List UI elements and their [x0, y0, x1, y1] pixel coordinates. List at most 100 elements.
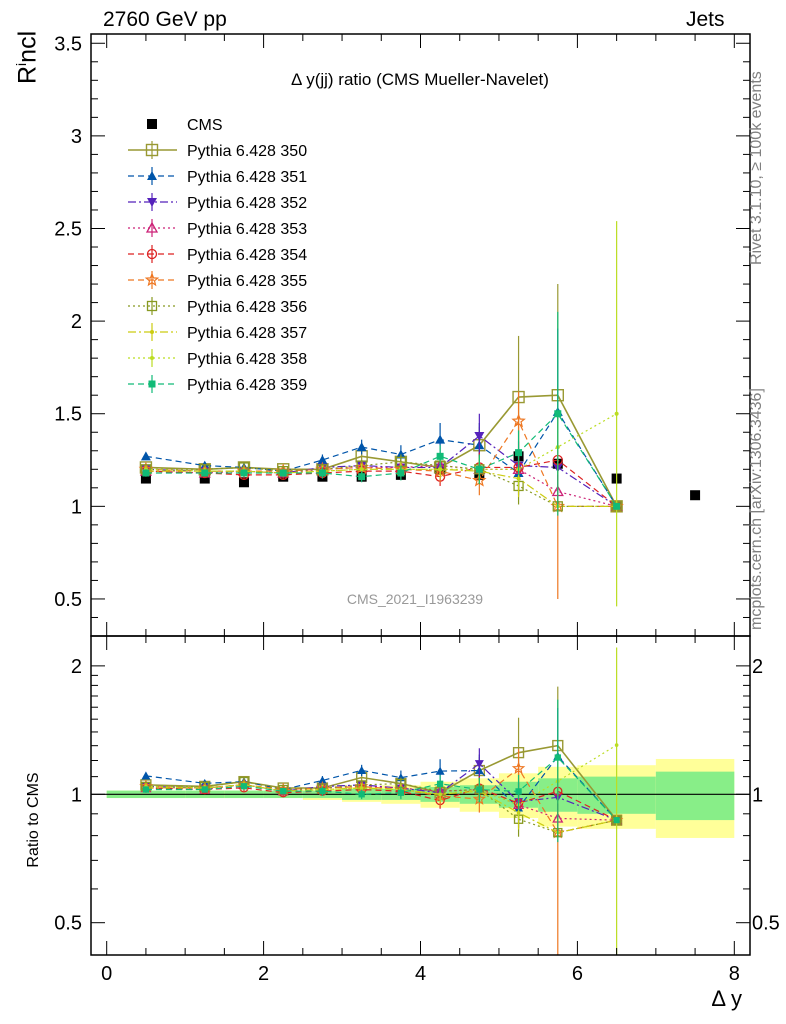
legend-marker — [144, 272, 160, 287]
legend-marker — [147, 119, 157, 129]
series-line — [145, 413, 617, 474]
legend-label: Pythia 6.428 359 — [187, 377, 307, 394]
data-point — [201, 469, 209, 477]
ratio-point — [435, 766, 445, 775]
ratio-point — [474, 760, 484, 769]
data-point — [140, 473, 151, 484]
legend-entry: Pythia 6.428 353 — [128, 219, 307, 238]
x-axis-label: Δ y — [711, 986, 742, 1011]
ratio-point — [614, 743, 619, 747]
data-point — [435, 434, 446, 444]
legend: CMS Pythia 6.428 350 Pythia 6.428 351 Pythi… — [128, 117, 307, 394]
series-line — [145, 461, 617, 507]
data-point — [358, 473, 366, 481]
data-point — [438, 467, 443, 472]
legend-label: Pythia 6.428 352 — [187, 195, 307, 212]
ratio-point — [357, 765, 367, 774]
data-point — [613, 502, 621, 510]
legend-marker — [145, 143, 159, 157]
data-point — [359, 467, 364, 472]
x-tick-label: 2 — [258, 963, 269, 985]
ratio-series-line — [145, 744, 617, 806]
legend-marker — [148, 380, 156, 388]
mcplots-reference-label: mcplots.cern.ch [arXiv:1306.3436] — [748, 388, 765, 630]
legend-label: Pythia 6.428 357 — [187, 325, 307, 342]
header-energy-label: 2760 GeV pp — [103, 8, 227, 31]
legend-marker — [150, 330, 154, 334]
y-tick-label: 1.5 — [54, 404, 82, 426]
ratio-point — [613, 817, 620, 824]
chart-title: Δ y(jj) ratio (CMS Mueller-Navelet) — [291, 70, 549, 89]
ratio-point — [358, 791, 365, 798]
ratio-y-tick-label: 0.5 — [54, 913, 82, 935]
ratio-point — [359, 786, 364, 790]
band-inner-bin — [655, 771, 735, 821]
legend-marker — [146, 300, 158, 312]
data-point — [397, 469, 405, 477]
data-point — [475, 465, 483, 473]
y-tick-label: 0.5 — [54, 589, 82, 611]
rivet-version-label: Rivet 3.1.10, ≥ 100k events — [748, 71, 765, 265]
ratio-panel-data — [139, 647, 624, 955]
ratio-y-axis-label: Ratio to CMS — [25, 772, 42, 867]
ratio-series-line — [145, 756, 618, 821]
ratio-point — [141, 771, 151, 780]
data-point — [614, 411, 619, 416]
legend-label: CMS — [187, 117, 223, 134]
ratio-point — [240, 783, 248, 790]
legend-entry: Pythia 6.428 351 — [128, 167, 307, 186]
legend-marker — [147, 171, 157, 180]
ratio-point — [436, 780, 444, 787]
ratio-point — [554, 754, 561, 761]
ratio-series-10 — [142, 699, 620, 843]
legend-marker — [147, 198, 157, 207]
data-point — [474, 431, 485, 441]
legend-label: Pythia 6.428 350 — [187, 143, 307, 160]
legend-marker — [146, 248, 158, 260]
ratio-y-tick-label: 1 — [71, 784, 82, 806]
legend-entry: Pythia 6.428 358 — [128, 349, 307, 368]
legend-label: Pythia 6.428 353 — [187, 221, 307, 238]
legend-entry: Pythia 6.428 352 — [128, 193, 307, 212]
ratio-y-tick-label-right: 1 — [752, 784, 763, 806]
series-line — [145, 410, 618, 507]
legend-label: Pythia 6.428 354 — [187, 247, 307, 264]
ratio-point — [515, 788, 522, 795]
data-point — [279, 469, 287, 477]
x-tick-label: 4 — [415, 963, 426, 985]
ratio-y-tick-label-right: 0.5 — [752, 913, 780, 935]
data-point — [515, 449, 523, 457]
data-point — [240, 469, 248, 477]
legend-label: Pythia 6.428 358 — [187, 351, 307, 368]
y-tick-label: 1 — [71, 496, 82, 518]
data-point — [690, 490, 701, 501]
x-tick-label: 6 — [572, 963, 583, 985]
data-point — [511, 413, 526, 428]
legend-entry: Pythia 6.428 350 — [128, 141, 307, 160]
axes: 0 2 4 6 8 0.5 1 1.5 2 2.5 3 3.5 0.5 0.5 1 1 2 2 — [54, 33, 780, 985]
legend-entry: Pythia 6.428 356 — [128, 297, 307, 316]
data-point — [140, 451, 151, 461]
ratio-point — [280, 787, 287, 795]
header-process-label: Jets — [686, 8, 725, 31]
ratio-point — [476, 786, 483, 793]
x-tick-label: 0 — [101, 963, 112, 985]
data-point — [142, 469, 150, 477]
legend-entry: Pythia 6.428 359 — [128, 375, 307, 394]
data-point — [554, 410, 562, 418]
watermark: CMS_2021_I1963239 — [347, 591, 483, 607]
ratio-point — [319, 787, 326, 795]
legend-marker — [145, 221, 159, 233]
data-point — [317, 455, 328, 465]
ratio-y-tick-label-right: 2 — [752, 656, 763, 678]
legend-entry: Pythia 6.428 357 — [128, 323, 307, 342]
main-y-axis-label: Rincl — [13, 30, 42, 84]
legend-entry: Pythia 6.428 354 — [128, 245, 307, 264]
data-point — [199, 473, 210, 484]
y-tick-label: 2.5 — [54, 218, 82, 240]
legend-entry: CMS — [147, 117, 223, 134]
data-point — [436, 452, 444, 460]
ratio-point — [142, 786, 150, 793]
ratio-point — [201, 786, 208, 793]
